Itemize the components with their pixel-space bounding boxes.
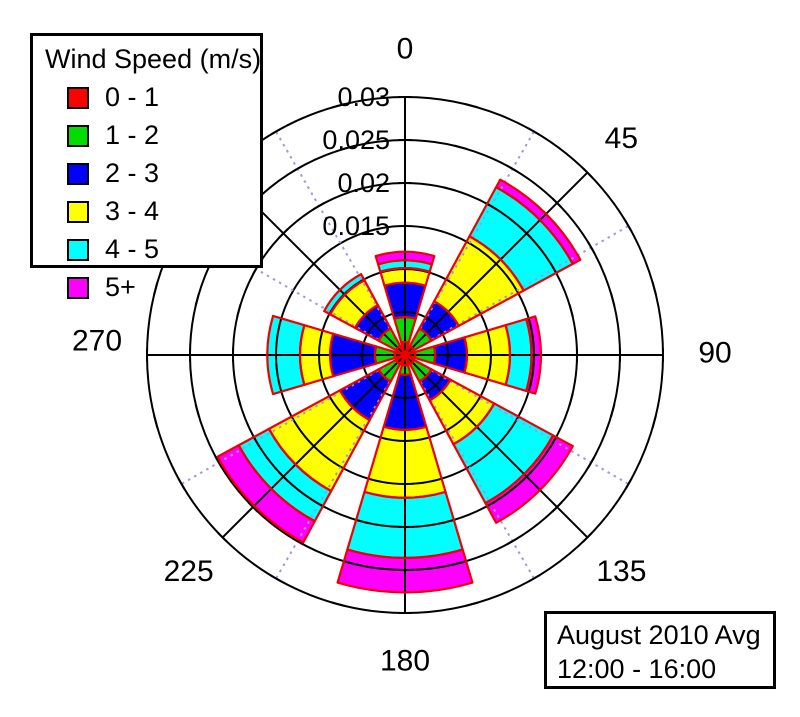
direction-label-135: 135 — [596, 555, 646, 588]
legend-swatch — [67, 276, 89, 299]
legend-title: Wind Speed (m/s) — [45, 44, 262, 74]
legend-item-label: 5+ — [105, 272, 136, 302]
grid-tick — [465, 103, 479, 109]
legend-item: 0 - 1 — [67, 82, 250, 113]
grid-tick — [568, 392, 574, 407]
grid-tick — [217, 532, 228, 543]
grid-tick — [521, 471, 532, 482]
grid-tick — [312, 201, 326, 211]
grid-tick — [442, 186, 457, 192]
grid-tick — [214, 456, 223, 469]
legend-item-label: 0 - 1 — [105, 82, 160, 112]
legend-box: Wind Speed (m/s) 0 - 1 1 - 2 2 - 3 3 - 4 4 -… — [30, 33, 263, 302]
grid-tick — [331, 601, 345, 607]
grid-tick — [651, 281, 657, 295]
grid-tick — [342, 144, 356, 150]
grid-tick — [177, 477, 186, 491]
grid-tick — [465, 601, 479, 607]
wedge-outline-180-bin5 — [336, 548, 474, 594]
legend-swatch — [67, 86, 89, 109]
grid-tick — [582, 167, 593, 178]
chart-labels: 0 45 90 135 180 225 270 0.015 0.02 0.025 0.03 — [72, 33, 732, 678]
direction-label-225: 225 — [164, 555, 214, 588]
grid-tick — [506, 164, 519, 173]
direction-label-90: 90 — [698, 337, 731, 370]
legend-item: 1 - 2 — [67, 120, 250, 151]
wedge-outline-90-bin5 — [525, 315, 542, 395]
annotation-box: August 2010 Avg 12:00 - 16:00 — [544, 611, 776, 689]
grid-tick — [568, 303, 574, 318]
grid-tick — [587, 456, 596, 469]
wedge-outline-270-bin4 — [266, 314, 306, 396]
grid-tick — [153, 415, 159, 429]
direction-label-0: 0 — [397, 33, 414, 66]
wedge-outlines — [216, 178, 582, 594]
grid-tick — [331, 103, 345, 109]
grid-tick — [236, 303, 242, 318]
r-axis-label-0.015: 0.015 — [322, 211, 390, 241]
grid-tick — [624, 477, 633, 491]
grid-tick — [582, 532, 593, 543]
legend-item: 4 - 5 — [67, 234, 250, 265]
legend-item-label: 2 - 3 — [105, 158, 160, 188]
legend-item: 5+ — [67, 272, 250, 303]
grid-tick — [454, 144, 468, 150]
grid-tick — [651, 415, 657, 429]
legend-item-label: 4 - 5 — [105, 234, 160, 264]
grid-tick — [527, 574, 541, 583]
grid-tick — [551, 197, 563, 209]
grid-tick — [291, 537, 304, 546]
grid-tick — [291, 164, 304, 173]
grid-tick — [278, 228, 289, 239]
direction-label-270: 270 — [72, 325, 122, 358]
polar-grid — [146, 96, 664, 614]
r-axis-label-0.025: 0.025 — [322, 125, 390, 155]
grid-tick — [551, 501, 563, 513]
grid-tick — [194, 292, 200, 306]
wedge-outline-315-bin4 — [323, 273, 366, 316]
grid-tick — [153, 281, 159, 295]
legend-swatch — [67, 200, 89, 223]
grid-tick — [610, 404, 616, 418]
legend-item: 3 - 4 — [67, 196, 250, 227]
r-axis-label-0.02: 0.02 — [337, 168, 390, 198]
legend-swatch — [67, 124, 89, 147]
grid-tick — [247, 501, 259, 513]
wedge-outline-45-bin5 — [494, 178, 582, 266]
legend-item-label: 1 - 2 — [105, 120, 160, 150]
grid-tick — [521, 228, 532, 239]
grid-tick — [610, 292, 616, 306]
grid-tick — [269, 574, 283, 583]
legend-item-label: 3 - 4 — [105, 196, 160, 226]
grid-tick — [342, 560, 356, 566]
grid-tick — [353, 186, 368, 192]
legend-items: 0 - 1 1 - 2 2 - 3 3 - 4 4 - 5 5+ — [45, 82, 250, 303]
wedge-outline-0-bin5 — [374, 250, 436, 266]
wedge-45-bin5 — [496, 179, 581, 264]
wedge-outline-225-bin5 — [216, 444, 316, 544]
grid-tick — [236, 392, 242, 407]
grid-tick — [587, 241, 596, 254]
direction-label-45: 45 — [605, 122, 638, 155]
grid-tick — [624, 219, 633, 233]
r-axis-label-0.03: 0.03 — [337, 82, 390, 112]
legend-item: 2 - 3 — [67, 158, 250, 189]
direction-label-180: 180 — [380, 645, 430, 678]
legend-swatch — [67, 162, 89, 185]
grid-tick — [454, 560, 468, 566]
grid-tick — [269, 127, 283, 136]
legend-swatch — [67, 238, 89, 261]
annotation-line-1: August 2010 Avg — [557, 620, 761, 650]
grid-tick — [194, 404, 200, 418]
wedge-outline-135-bin5 — [484, 434, 574, 524]
grid-tick — [527, 127, 541, 136]
grid-tick — [506, 537, 519, 546]
grid-tick — [278, 471, 289, 482]
annotation-line-2: 12:00 - 16:00 — [557, 654, 717, 684]
